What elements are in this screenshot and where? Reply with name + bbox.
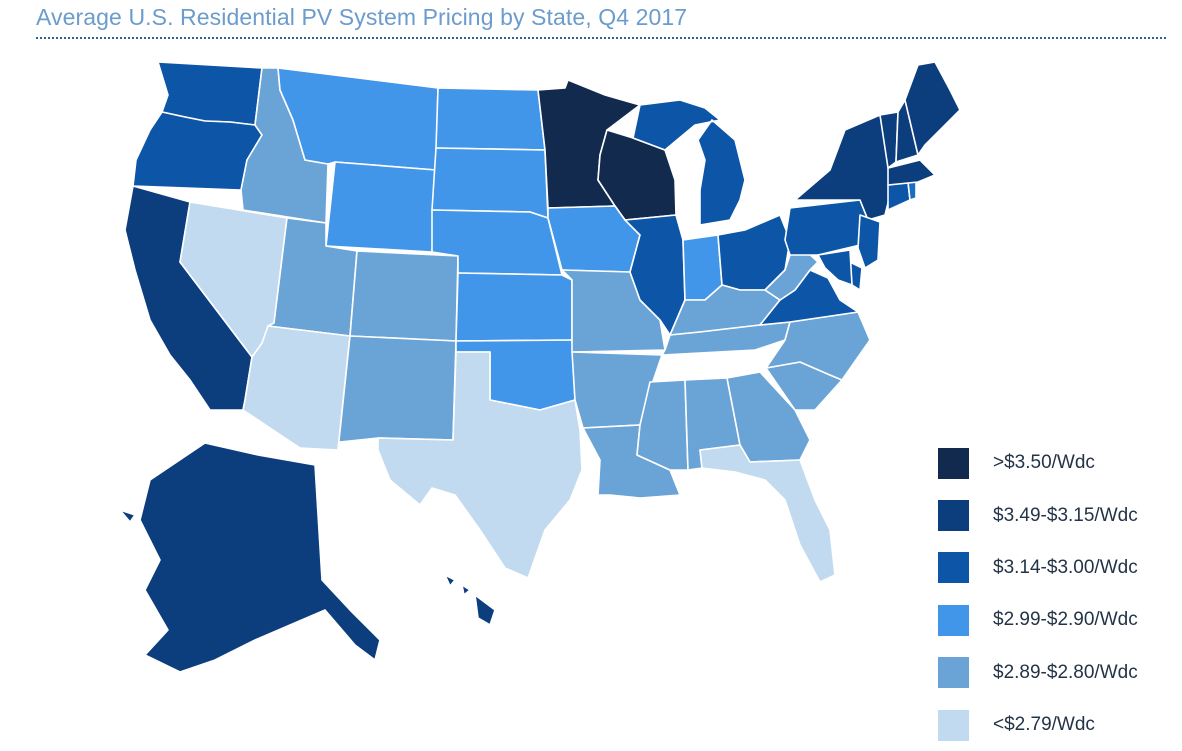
state-FL[interactable] (699, 444, 836, 583)
legend-item-2-89-2-80: $2.89-$2.80/Wdc (938, 647, 1138, 699)
title-divider (36, 37, 1166, 39)
state-CO[interactable] (349, 250, 459, 342)
state-MA[interactable] (887, 159, 936, 186)
legend-item-below-2-79: <$2.79/Wdc (938, 699, 1138, 751)
state-IL[interactable] (624, 214, 686, 336)
state-AK[interactable] (119, 442, 381, 673)
legend-label: $3.14-$3.00/Wdc (993, 556, 1138, 578)
state-CT[interactable] (887, 181, 911, 211)
state-WV[interactable] (764, 249, 819, 301)
legend-swatch (938, 500, 969, 532)
legend-item-3-49-3-15: $3.49-$3.15/Wdc (938, 489, 1138, 541)
legend-label: $2.89-$2.80/Wdc (993, 661, 1138, 683)
legend-swatch (938, 657, 969, 689)
legend-swatch (938, 552, 969, 584)
state-NM[interactable] (337, 335, 457, 451)
state-TX[interactable] (377, 351, 583, 579)
chart-title: Average U.S. Residential PV System Prici… (36, 4, 688, 30)
legend-swatch (938, 604, 969, 636)
legend-item-above-3-50: >$3.50/Wdc (938, 437, 1138, 489)
state-WY[interactable] (325, 161, 437, 253)
state-KS[interactable] (455, 272, 573, 342)
legend-label: $2.99-$2.90/Wdc (993, 609, 1138, 631)
legend: >$3.50/Wdc $3.49-$3.15/Wdc $3.14-$3.00/W… (938, 437, 1138, 751)
state-MI[interactable] (632, 99, 746, 226)
state-ME[interactable] (904, 61, 961, 156)
state-PA[interactable] (784, 199, 869, 256)
legend-label: <$2.79/Wdc (993, 714, 1095, 736)
legend-swatch (938, 447, 969, 479)
state-HI[interactable] (444, 574, 496, 626)
state-MD[interactable] (817, 249, 853, 286)
legend-item-3-14-3-00: $3.14-$3.00/Wdc (938, 542, 1138, 594)
legend-swatch (938, 709, 969, 741)
legend-item-2-99-2-90: $2.99-$2.90/Wdc (938, 594, 1138, 646)
state-RI[interactable] (907, 181, 917, 201)
state-SD[interactable] (431, 147, 549, 219)
legend-label: $3.49-$3.15/Wdc (993, 504, 1138, 526)
state-ND[interactable] (435, 87, 546, 151)
legend-label: >$3.50/Wdc (993, 452, 1095, 474)
state-NJ[interactable] (857, 214, 881, 269)
